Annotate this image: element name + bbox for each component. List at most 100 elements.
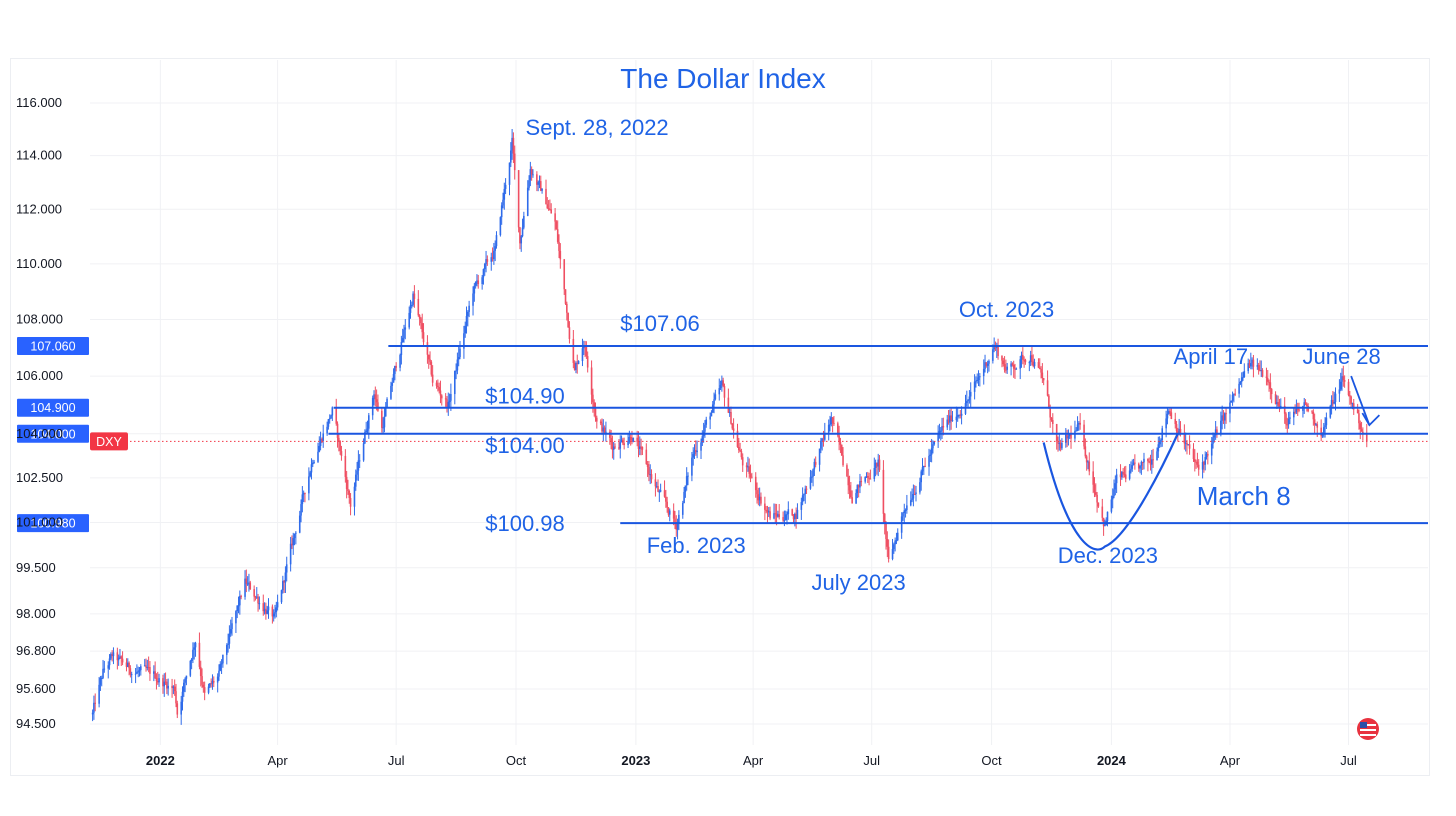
candle-body [722,380,724,387]
candle-body [427,354,430,360]
candle-body [949,415,951,423]
candle-body [730,412,732,424]
candle-body [1362,431,1364,434]
candle-body [705,419,708,425]
candle-body [356,470,358,475]
candle-body [1330,399,1333,406]
candle-body [563,259,566,290]
candle-body [1333,401,1335,404]
candle-body [1141,461,1144,463]
candle-body [467,311,469,317]
candle-body [93,702,95,713]
candle-body [474,281,477,286]
candle-body [530,169,533,175]
candle-body [745,465,748,468]
candle-body [275,607,278,612]
candle-body [1239,382,1242,384]
candle-body [520,236,523,244]
candle-body [967,399,969,402]
candle-body [1350,396,1352,404]
candle-body [1243,371,1246,378]
candle-body [1001,355,1003,361]
candle-body [1188,444,1191,449]
candle-body [710,412,713,417]
candle-body [345,476,348,489]
candle-body [283,581,285,583]
candle-body [1079,422,1081,425]
candle-body [595,417,598,422]
candle-body [117,657,120,661]
candle-body [455,370,457,372]
candle-body [265,608,267,614]
candle-body [253,589,255,597]
candle-body [439,390,442,396]
flag-logo-canton [1360,722,1367,728]
candle-body [774,513,777,515]
candle-body [883,513,886,524]
candle-body [193,647,196,650]
candle-body [611,441,614,450]
candle-body [438,387,440,391]
date-annotation: June 28 [1302,344,1380,369]
candle-body [1148,461,1150,463]
candle-body [189,660,192,676]
candle-body [510,150,512,163]
candle-body [426,342,429,355]
candle-body [447,402,450,408]
candle-body [322,433,325,441]
candle-body [373,394,375,398]
candle-body [248,582,250,584]
candle-body [575,363,577,370]
candle-body [220,663,223,665]
candle-body [1304,402,1307,405]
candle-body [1175,424,1178,432]
candle-body [408,312,410,328]
candle-body [1277,402,1279,406]
candle-body [564,289,567,304]
candle-body [1213,435,1216,438]
candle-body [758,496,761,501]
candle-body [923,465,925,468]
candle-body [1233,393,1235,395]
candle-body [773,513,775,519]
candle-body [1266,378,1269,382]
candle-body [1130,468,1132,471]
candle-body [1140,461,1143,466]
candle-body [693,450,696,455]
candle-body [1123,473,1126,475]
candle-body [982,368,985,377]
candle-body [1201,462,1204,470]
trend-arrow-head [1361,412,1381,427]
candle-body [302,492,305,495]
candle-body [809,477,812,489]
candle-body [211,680,214,684]
candle-body [559,250,562,260]
candle-body [394,365,396,374]
candle-body [216,676,219,683]
candle-body [99,677,102,685]
candle-body [946,419,949,428]
y-tick-label: 108.000 [16,311,63,326]
candle-body [357,460,360,471]
candle-body [813,461,816,470]
candle-body [637,441,640,449]
candle-body [239,596,241,606]
candle-body [612,446,615,450]
candle-body [713,399,715,405]
candle-body [812,469,814,477]
candle-body [154,671,156,679]
candle-body [1174,418,1177,425]
candle-body [412,293,414,305]
candle-body [198,642,201,667]
date-annotation: April 17 [1174,344,1249,369]
candle-body [229,629,232,634]
candle-body [541,188,543,191]
candle-body [769,511,771,519]
candle-body [368,415,370,429]
candle-body [649,474,652,476]
candle-body [235,611,237,624]
candle-body [876,462,878,467]
candle-body [833,423,835,425]
candle-body [786,514,788,516]
candle-body [913,493,916,495]
